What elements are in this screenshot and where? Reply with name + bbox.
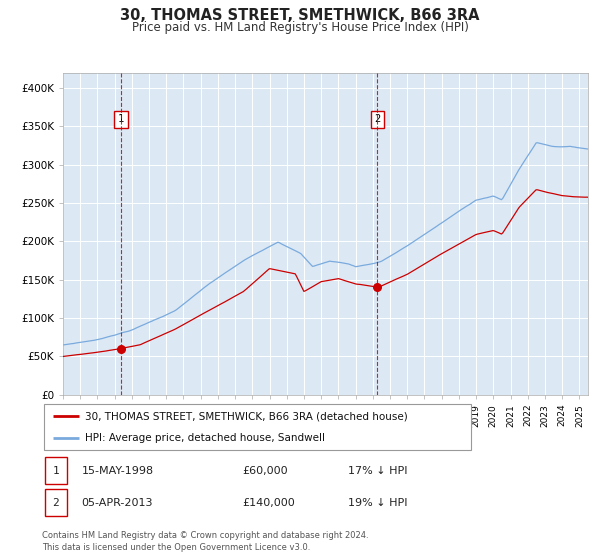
Text: 15-MAY-1998: 15-MAY-1998 bbox=[82, 465, 154, 475]
Text: 2: 2 bbox=[374, 114, 380, 124]
Text: Contains HM Land Registry data © Crown copyright and database right 2024.
This d: Contains HM Land Registry data © Crown c… bbox=[42, 531, 368, 552]
Text: 05-APR-2013: 05-APR-2013 bbox=[82, 498, 153, 508]
Text: 30, THOMAS STREET, SMETHWICK, B66 3RA (detached house): 30, THOMAS STREET, SMETHWICK, B66 3RA (d… bbox=[85, 411, 408, 421]
Text: £140,000: £140,000 bbox=[242, 498, 295, 508]
Text: 2: 2 bbox=[52, 498, 59, 508]
Text: Price paid vs. HM Land Registry's House Price Index (HPI): Price paid vs. HM Land Registry's House … bbox=[131, 21, 469, 34]
Text: 1: 1 bbox=[118, 114, 124, 124]
Text: 1: 1 bbox=[52, 465, 59, 475]
FancyBboxPatch shape bbox=[44, 457, 67, 484]
FancyBboxPatch shape bbox=[44, 489, 67, 516]
Text: HPI: Average price, detached house, Sandwell: HPI: Average price, detached house, Sand… bbox=[85, 433, 325, 443]
Text: 30, THOMAS STREET, SMETHWICK, B66 3RA: 30, THOMAS STREET, SMETHWICK, B66 3RA bbox=[120, 8, 480, 24]
Text: 17% ↓ HPI: 17% ↓ HPI bbox=[348, 465, 408, 475]
Point bbox=[373, 283, 382, 292]
FancyBboxPatch shape bbox=[44, 404, 471, 450]
Text: 19% ↓ HPI: 19% ↓ HPI bbox=[348, 498, 408, 508]
Text: £60,000: £60,000 bbox=[242, 465, 288, 475]
Point bbox=[116, 344, 126, 353]
